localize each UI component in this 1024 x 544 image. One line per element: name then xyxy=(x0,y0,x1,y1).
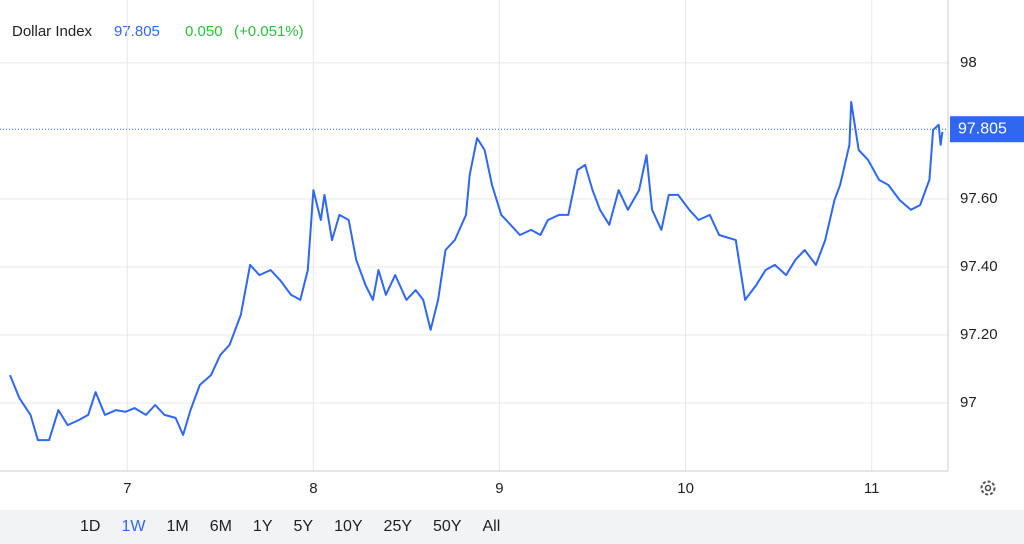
range-button[interactable]: 1D xyxy=(80,518,101,535)
range-bar: 1D 1W 1M 6M 1Y 5Y 10Y 25Y 50Y All xyxy=(0,510,1024,544)
range-button[interactable]: 25Y xyxy=(383,518,413,535)
range-button[interactable]: 10Y xyxy=(334,518,363,535)
settings-icon[interactable] xyxy=(980,480,996,496)
range-button[interactable]: 1Y xyxy=(252,518,273,535)
range-button[interactable]: 6M xyxy=(209,518,232,535)
change: 0.050 xyxy=(185,23,223,40)
chart-title: Dollar Index xyxy=(12,23,93,40)
x-tick-label: 7 xyxy=(123,480,131,497)
range-button[interactable]: 5Y xyxy=(293,518,314,535)
price-tag-label: 97.805 xyxy=(958,120,1007,137)
y-tick-label: 97 xyxy=(960,394,977,411)
x-tick-label: 10 xyxy=(677,480,694,497)
y-tick-label: 98 xyxy=(960,54,977,71)
gear-hub[interactable] xyxy=(984,484,992,492)
price-tag xyxy=(950,116,1024,143)
range-button[interactable]: 50Y xyxy=(433,518,462,535)
y-tick-label: 97.60 xyxy=(960,190,998,207)
chart: Dollar Index 97.805 0.050 (+0.051%) 9797… xyxy=(0,0,1024,497)
x-tick-label: 11 xyxy=(864,480,880,497)
last-value: 97.805 xyxy=(114,23,160,40)
x-tick-label: 9 xyxy=(495,480,503,497)
y-tick-label: 97.40 xyxy=(960,258,998,275)
change-percent: (+0.051%) xyxy=(234,23,304,40)
x-tick-label: 8 xyxy=(309,480,317,497)
range-button[interactable]: All xyxy=(482,518,501,535)
y-tick-label: 97.20 xyxy=(960,326,998,343)
gear[interactable] xyxy=(980,480,996,496)
range-button[interactable]: 1M xyxy=(166,518,189,535)
price-line xyxy=(9,101,944,442)
range-button[interactable]: 1W xyxy=(121,518,146,535)
